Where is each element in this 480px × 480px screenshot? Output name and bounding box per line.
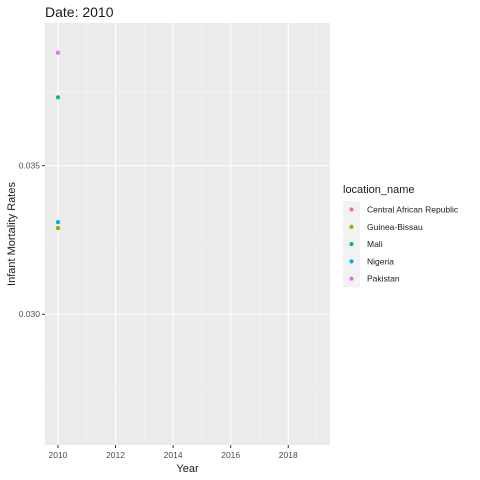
major-grid [45, 23, 330, 445]
x-tick-label: 2014 [164, 450, 183, 460]
chart-title: Date: 2010 [45, 4, 114, 20]
x-tick-label: 2010 [48, 450, 67, 460]
legend-label: Nigeria [367, 256, 394, 266]
legend-key-point [349, 276, 354, 281]
x-axis-ticks: 2010 2012 2014 2016 2018 [48, 445, 298, 460]
data-points [55, 50, 61, 231]
y-tick-label: 0.035 [19, 161, 41, 171]
plot-panel [45, 23, 330, 445]
legend-label: Pakistan [367, 274, 400, 284]
y-tick-label: 0.030 [19, 309, 41, 319]
data-point [55, 95, 61, 100]
data-point [55, 50, 61, 55]
legend: location_name Central African Republic Gu… [343, 184, 459, 288]
data-point [55, 225, 61, 231]
legend-key-point [349, 207, 354, 212]
legend-label: Central African Republic [367, 205, 459, 215]
minor-grid [45, 23, 330, 445]
y-axis-ticks: 0.030 0.035 [19, 161, 45, 319]
data-point [55, 220, 61, 225]
y-axis-title: Infant Mortality Rates [6, 182, 18, 286]
x-tick-label: 2018 [279, 450, 298, 460]
legend-key-point [349, 259, 354, 264]
legend-label: Guinea-Bissau [367, 222, 423, 232]
legend-key-point [349, 224, 354, 229]
legend-label: Mali [367, 239, 383, 249]
legend-key-point [349, 242, 354, 247]
x-tick-label: 2012 [106, 450, 125, 460]
legend-title: location_name [343, 184, 415, 196]
x-axis-title: Year [176, 463, 199, 475]
x-tick-label: 2016 [221, 450, 240, 460]
